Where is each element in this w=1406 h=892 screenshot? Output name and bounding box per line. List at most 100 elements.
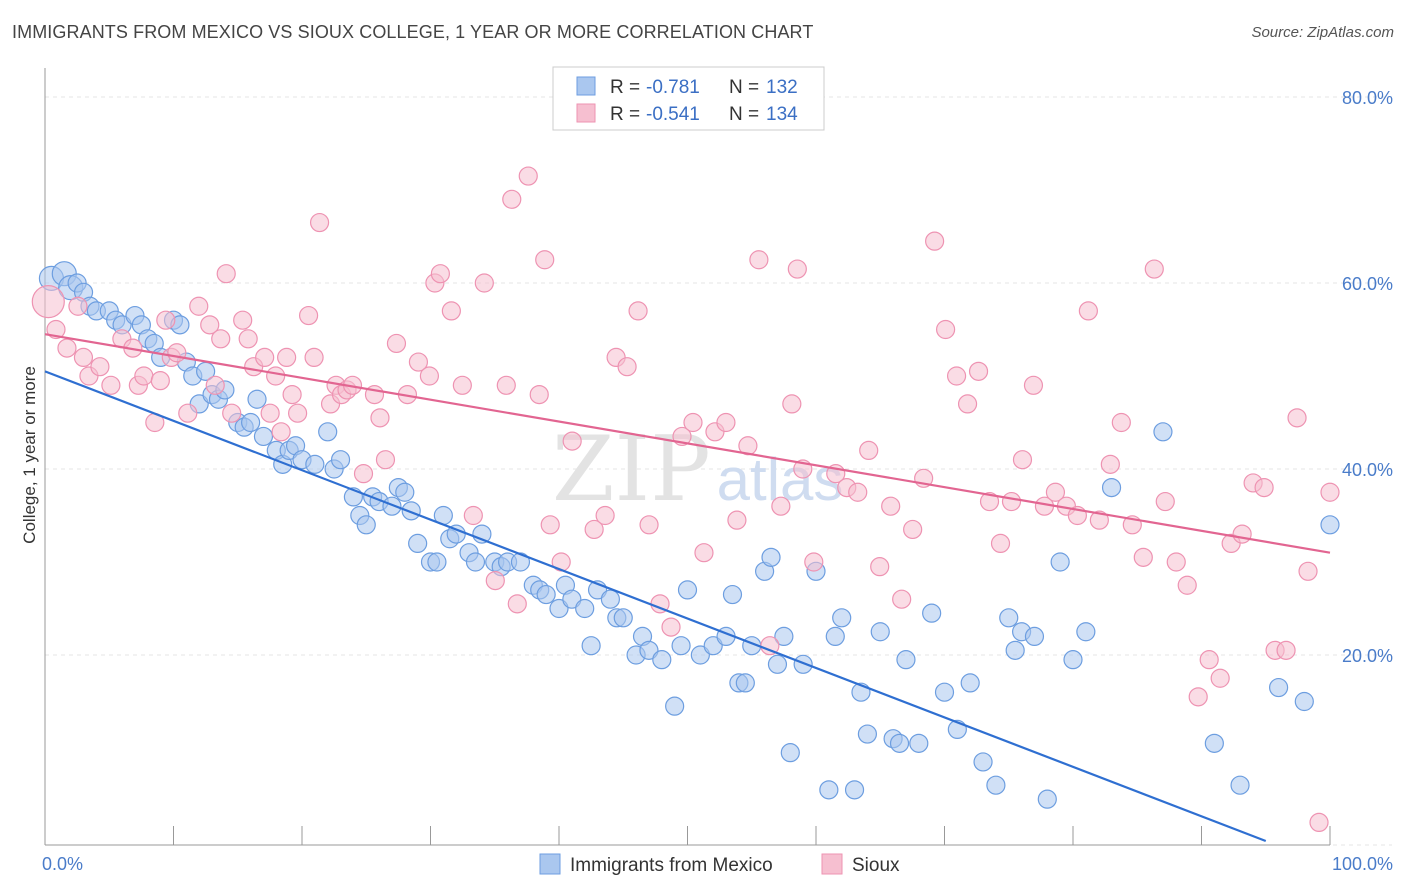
point-immigrants-from-mexico: [408, 533, 428, 554]
point-sioux: [716, 412, 736, 433]
point-sioux: [727, 510, 747, 530]
point-immigrants-from-mexico: [652, 650, 672, 670]
x-tick-labels: 0.0% 100.0%: [42, 854, 1393, 874]
point-immigrants-from-mexico: [427, 552, 447, 572]
point-immigrants-from-mexico: [767, 654, 788, 674]
point-sioux: [584, 519, 604, 540]
point-sioux: [870, 557, 890, 577]
point-immigrants-from-mexico: [1076, 622, 1096, 642]
point-immigrants-from-mexico: [1101, 478, 1122, 498]
point-sioux: [46, 319, 66, 340]
point-sioux: [787, 259, 807, 279]
point-sioux: [1320, 482, 1340, 502]
point-sioux: [859, 440, 879, 460]
point-sioux: [255, 347, 275, 367]
point-sioux: [694, 543, 714, 563]
point-immigrants-from-mexico: [1294, 691, 1314, 712]
point-immigrants-from-mexico: [703, 636, 723, 656]
point-sioux: [1045, 482, 1066, 502]
point-sioux: [90, 357, 110, 377]
point-immigrants-from-mexico: [241, 412, 261, 433]
legend-swatch: [576, 103, 596, 123]
point-sioux: [1144, 259, 1164, 279]
point-immigrants-from-mexico: [793, 654, 813, 674]
point-sioux: [661, 617, 681, 637]
point-immigrants-from-mexico: [253, 426, 274, 447]
legend-swatch: [576, 76, 596, 96]
point-sioux: [200, 315, 220, 335]
chart-source: Source: ZipAtlas.com: [1251, 24, 1394, 41]
point-sioux: [496, 375, 516, 395]
axes: [44, 68, 1331, 846]
point-sioux: [628, 301, 648, 321]
series-legend-swatch: [539, 853, 561, 875]
point-sioux: [1111, 412, 1131, 433]
point-sioux: [990, 533, 1011, 554]
point-immigrants-from-mexico: [934, 682, 955, 702]
point-sioux: [535, 250, 555, 270]
point-immigrants-from-mexico: [465, 552, 486, 572]
point-immigrants-from-mexico: [671, 636, 691, 656]
legend-r-label: R =: [610, 77, 640, 98]
point-sioux: [260, 403, 280, 423]
point-sioux: [271, 422, 291, 442]
point-sioux: [156, 310, 176, 330]
legend-n-label: N =: [729, 77, 759, 98]
point-immigrants-from-mexico: [780, 743, 800, 763]
point-immigrants-from-mexico: [774, 626, 794, 647]
point-sioux: [1276, 640, 1296, 660]
series-legend: Immigrants from Mexico Sioux: [539, 853, 900, 876]
point-sioux: [507, 594, 527, 614]
point-sioux: [1078, 301, 1098, 321]
point-sioux: [216, 264, 236, 284]
chart-title: IMMIGRANTS FROM MEXICO VS SIOUX COLLEGE,…: [12, 22, 814, 42]
point-immigrants-from-mexico: [857, 724, 878, 744]
point-sioux: [925, 231, 945, 251]
point-sioux: [134, 366, 154, 386]
point-sioux: [309, 212, 330, 233]
point-sioux: [101, 375, 121, 395]
point-sioux: [881, 496, 901, 516]
point-immigrants-from-mexico: [1037, 789, 1057, 809]
point-sioux: [68, 296, 88, 316]
point-sioux: [529, 385, 549, 405]
point-sioux: [298, 305, 319, 326]
legend-r-value: -0.781: [646, 77, 700, 98]
point-immigrants-from-mexico: [690, 645, 710, 665]
point-sioux: [408, 352, 429, 372]
point-sioux: [441, 301, 461, 321]
point-immigrants-from-mexico: [665, 696, 685, 716]
point-sioux: [282, 385, 302, 405]
series-legend-label: Immigrants from Mexico: [570, 855, 773, 876]
point-sioux: [1177, 575, 1197, 595]
point-sioux: [288, 403, 308, 423]
point-sioux: [1100, 454, 1120, 474]
point-sioux: [73, 347, 94, 367]
point-sioux: [518, 166, 538, 186]
point-immigrants-from-mexico: [986, 775, 1006, 795]
point-immigrants-from-mexico: [1005, 640, 1025, 660]
point-immigrants-from-mexico: [401, 501, 421, 521]
point-immigrants-from-mexico: [722, 584, 743, 605]
point-sioux: [189, 296, 209, 316]
point-sioux: [1199, 650, 1219, 670]
y-tick-labels: 20.0% 40.0% 60.0% 80.0%: [1342, 88, 1393, 666]
legend-n-value: 132: [766, 77, 798, 98]
trend-lines: [44, 333, 1331, 843]
point-sioux: [1001, 491, 1022, 512]
point-immigrants-from-mexico: [761, 547, 781, 567]
point-sioux: [749, 250, 769, 270]
point-immigrants-from-mexico: [1320, 515, 1340, 535]
point-immigrants-from-mexico: [677, 580, 698, 600]
point-immigrants-from-mexico: [909, 733, 929, 753]
correlation-legend: R = -0.781 N = 132 R = -0.541 N = 134: [552, 66, 825, 131]
point-sioux: [1210, 668, 1230, 688]
point-sioux: [782, 394, 802, 414]
point-immigrants-from-mexico: [844, 780, 865, 800]
point-immigrants-from-mexico: [549, 598, 569, 619]
point-sioux: [562, 431, 582, 451]
legend-r-value: -0.541: [646, 104, 700, 125]
point-immigrants-from-mexico: [536, 584, 556, 605]
point-sioux: [935, 319, 956, 340]
